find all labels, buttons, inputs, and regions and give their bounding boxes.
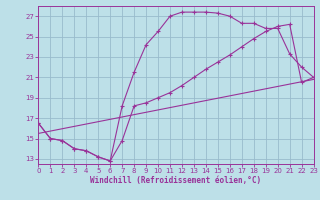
X-axis label: Windchill (Refroidissement éolien,°C): Windchill (Refroidissement éolien,°C) xyxy=(91,176,261,185)
